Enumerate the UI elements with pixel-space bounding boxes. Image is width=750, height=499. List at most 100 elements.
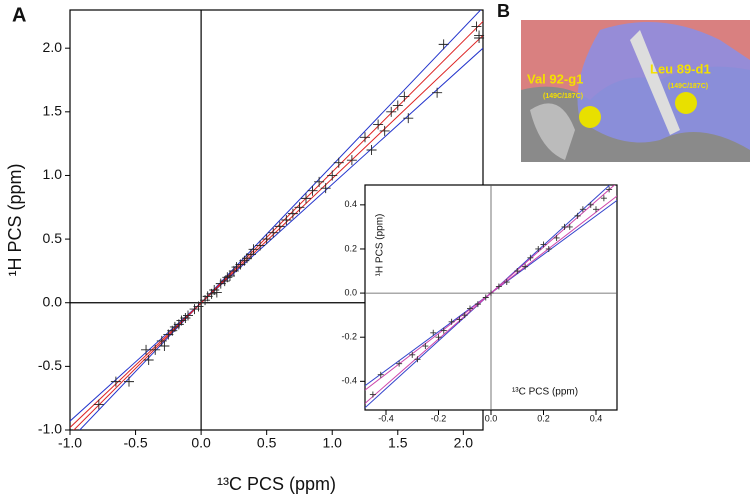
y-tick-label: 0.0 [344, 287, 357, 297]
data-point [593, 206, 599, 213]
y-tick-label: 0.2 [344, 243, 357, 253]
data-point [143, 355, 154, 365]
structure-image: Val 92-g1 (149C/187C) Leu 89-d1 (149C/18… [521, 20, 750, 162]
x-tick-label: 0.0 [191, 435, 211, 451]
data-point [392, 100, 403, 111]
data-point [566, 223, 573, 230]
data-point [93, 399, 104, 410]
y-tick-label: 0.4 [344, 199, 357, 209]
data-point [495, 283, 502, 290]
data-point [307, 185, 318, 196]
data-point [379, 125, 390, 136]
data-point [606, 186, 613, 193]
data-point [261, 234, 272, 245]
sphere [675, 92, 697, 114]
data-point [219, 276, 230, 287]
data-point [409, 351, 416, 358]
data-point [215, 278, 226, 289]
fit-line [70, 47, 483, 422]
sphere [579, 106, 601, 128]
x-tick-label: -0.2 [431, 413, 447, 423]
data-point [196, 297, 207, 308]
data-point [422, 343, 429, 350]
data-point [438, 39, 449, 50]
data-point [239, 255, 250, 266]
data-point [522, 263, 529, 270]
data-point [222, 272, 233, 283]
data-point [448, 318, 455, 325]
data-point [255, 240, 266, 251]
data-point [474, 301, 481, 308]
data-point [176, 315, 187, 326]
data-point [200, 295, 211, 306]
residue-sublabel: (149C/187C) [668, 83, 708, 90]
data-point [294, 202, 305, 213]
data-point [540, 241, 547, 248]
residue-label: Leu 89-d1 [650, 61, 711, 76]
data-point [287, 208, 298, 219]
y-tick-label: 2.0 [43, 39, 63, 55]
data-point [527, 254, 534, 261]
x-tick-label: 0.2 [537, 413, 550, 423]
x-tick-label: -0.5 [123, 435, 147, 451]
data-point [248, 244, 259, 255]
data-point [561, 223, 568, 230]
data-point [189, 304, 200, 315]
helix [530, 103, 575, 160]
data-point [461, 312, 468, 319]
data-point [440, 327, 447, 334]
data-point [274, 221, 285, 232]
residue-label: Val 92-g1 [527, 71, 583, 86]
data-point [320, 183, 331, 194]
data-point [231, 262, 242, 273]
panel-label: B [497, 1, 510, 21]
ribbon [630, 30, 680, 135]
y-tick-label: -0.5 [38, 357, 62, 373]
data-point [360, 132, 370, 143]
y-tick-label: -0.4 [341, 376, 357, 386]
x-axis-label: ¹³C PCS (ppm) [217, 474, 336, 494]
data-point [235, 259, 246, 270]
x-axis-label: ¹³C PCS (ppm) [512, 387, 578, 398]
data-point [574, 212, 581, 219]
data-point [414, 356, 421, 363]
data-point [432, 87, 443, 98]
x-tick-label: -1.0 [58, 435, 82, 451]
data-point [163, 329, 174, 340]
data-point [245, 249, 256, 260]
data-point [183, 310, 193, 321]
x-tick-label: 0.0 [485, 413, 498, 423]
data-point [333, 157, 344, 168]
x-tick-label: 0.4 [590, 413, 603, 423]
data-point [124, 376, 134, 387]
data-point [268, 227, 279, 238]
data-point [211, 287, 222, 298]
data-point [301, 193, 311, 204]
data-point [281, 215, 292, 225]
x-tick-label: -0.4 [378, 413, 394, 423]
data-point [150, 344, 161, 355]
data-point [346, 155, 357, 166]
data-point [471, 21, 482, 32]
data-point [545, 245, 552, 252]
y-axis-label: ¹H PCS (ppm) [5, 163, 25, 276]
inset-chart: -0.4 -0.2 0.0 0.2 0.4 -0.4 -0.2 0.0 0.2 0.4 ¹³C PC… [341, 184, 618, 423]
fit-line [70, 35, 483, 428]
data-point [430, 329, 437, 336]
panel-label: A [12, 4, 26, 26]
data-point [180, 313, 191, 323]
data-point [456, 316, 463, 323]
data-point [369, 391, 376, 398]
fit-line [73, 21, 483, 430]
data-point [553, 234, 560, 241]
data-point [173, 319, 184, 330]
y-tick-label: 0.5 [43, 230, 63, 246]
data-point [242, 253, 252, 264]
data-point [488, 290, 494, 297]
data-point [169, 321, 180, 332]
data-point [482, 294, 489, 301]
data-point [377, 371, 384, 378]
data-point [224, 271, 235, 281]
data-point [366, 145, 377, 155]
y-tick-label: 1.5 [43, 103, 63, 119]
